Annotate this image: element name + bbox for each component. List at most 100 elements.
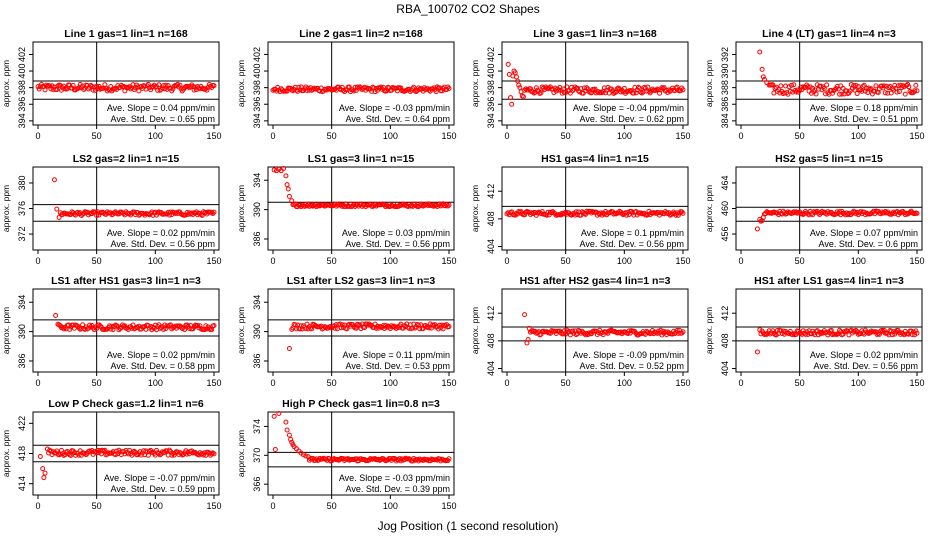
data-point — [170, 86, 176, 92]
x-tick-label: 150 — [441, 501, 456, 511]
data-point — [853, 83, 859, 89]
x-tick-label: 0 — [270, 501, 275, 511]
x-axis-label: Jog Position (1 second resolution) — [377, 519, 559, 533]
slope-annotation: Ave. Slope = -0.04 ppm/min — [573, 103, 684, 113]
x-tick-label: 50 — [561, 256, 571, 266]
x-tick-label: 100 — [851, 378, 866, 388]
data-point — [606, 90, 612, 96]
data-point — [852, 87, 858, 93]
data-point — [204, 87, 210, 93]
data-point — [272, 447, 278, 453]
data-point — [754, 349, 760, 355]
data-point — [161, 326, 167, 332]
x-tick-label: 100 — [851, 256, 866, 266]
data-point — [906, 84, 912, 90]
data-point — [171, 452, 177, 458]
y-tick-label: 402 — [486, 47, 496, 62]
data-point — [779, 330, 785, 336]
data-point — [778, 83, 784, 89]
data-point — [522, 212, 528, 218]
y-tick-label: 402 — [17, 47, 27, 62]
data-point — [760, 74, 766, 80]
data-point — [142, 83, 148, 89]
y-tick-label: 414 — [17, 476, 27, 491]
panel-title: Line 4 (LT) gas=1 lin=4 n=3 — [762, 28, 896, 40]
data-point — [102, 447, 108, 453]
x-tick-label: 150 — [909, 378, 924, 388]
data-point — [879, 327, 885, 333]
data-point — [132, 325, 138, 331]
data-point — [303, 453, 309, 459]
panel-title: Line 3 gas=1 lin=3 n=168 — [533, 28, 657, 40]
data-point — [304, 88, 310, 94]
panel-title: High P Check gas=1 lin=0.8 n=3 — [282, 398, 440, 410]
data-point — [625, 331, 631, 337]
data-point — [53, 312, 59, 318]
data-point — [858, 87, 864, 93]
x-tick-label: 0 — [504, 131, 509, 141]
data-point — [633, 90, 639, 96]
x-tick-label: 100 — [383, 501, 398, 511]
data-point — [47, 83, 53, 89]
data-point — [131, 448, 137, 454]
data-point — [835, 86, 841, 92]
slope-annotation: Ave. Slope = -0.03 ppm/min — [339, 473, 450, 483]
data-point — [787, 88, 793, 94]
data-point — [788, 82, 794, 88]
panel-title: HS1 after LS1 gas=4 lin=1 n=3 — [754, 275, 904, 287]
data-point — [585, 86, 591, 92]
data-point — [76, 452, 82, 458]
data-point — [446, 85, 452, 91]
data-point — [842, 329, 848, 335]
data-point — [653, 87, 659, 93]
x-tick-label: 100 — [851, 131, 866, 141]
y-tick-label: 394 — [486, 113, 496, 128]
data-point — [87, 448, 93, 454]
data-point — [824, 82, 830, 88]
y-tick-label: 418 — [17, 446, 27, 461]
data-point — [913, 328, 919, 334]
y-tick-label: 372 — [17, 227, 27, 242]
data-point — [40, 466, 46, 472]
data-point — [110, 327, 116, 333]
y-tick-label: 390 — [252, 324, 262, 339]
data-point — [913, 82, 919, 88]
panel-title: LS1 gas=3 lin=1 n=15 — [308, 153, 415, 165]
data-point — [61, 83, 67, 89]
x-tick-label: 0 — [504, 256, 509, 266]
data-point — [70, 83, 76, 89]
data-point — [914, 210, 920, 216]
data-point — [527, 86, 533, 92]
y-tick-label: 366 — [252, 477, 262, 492]
data-point — [573, 332, 579, 338]
slope-annotation: Ave. Slope = 0.03 ppm/min — [342, 228, 450, 238]
data-point — [902, 91, 908, 97]
slope-annotation: Ave. Slope = -0.03 ppm/min — [339, 103, 450, 113]
data-point — [508, 95, 514, 101]
y-axis-label: approx. ppm — [236, 60, 246, 107]
slope-annotation: Ave. Slope = 0.02 ppm/min — [107, 228, 215, 238]
data-point — [338, 325, 344, 331]
y-tick-label: 386 — [252, 231, 262, 246]
data-point — [839, 91, 845, 97]
data-point — [197, 323, 203, 329]
y-tick-label: 396 — [486, 97, 496, 112]
x-tick-label: 0 — [738, 378, 743, 388]
x-tick-label: 100 — [148, 256, 163, 266]
y-axis-label: approx. ppm — [1, 60, 11, 107]
data-point — [75, 209, 81, 215]
data-point — [912, 88, 918, 94]
panel-title: HS1 gas=4 lin=1 n=15 — [541, 153, 649, 165]
data-point — [909, 331, 915, 337]
data-point — [445, 203, 451, 209]
y-tick-label: 386 — [720, 97, 730, 112]
data-point — [538, 331, 544, 337]
x-tick-label: 50 — [92, 378, 102, 388]
x-tick-label: 0 — [738, 131, 743, 141]
plot-frame — [32, 288, 220, 373]
y-axis-label: approx. ppm — [1, 307, 11, 354]
data-point — [556, 87, 562, 93]
y-tick-label: 464 — [720, 175, 730, 190]
x-tick-label: 150 — [441, 256, 456, 266]
data-point — [132, 85, 138, 91]
